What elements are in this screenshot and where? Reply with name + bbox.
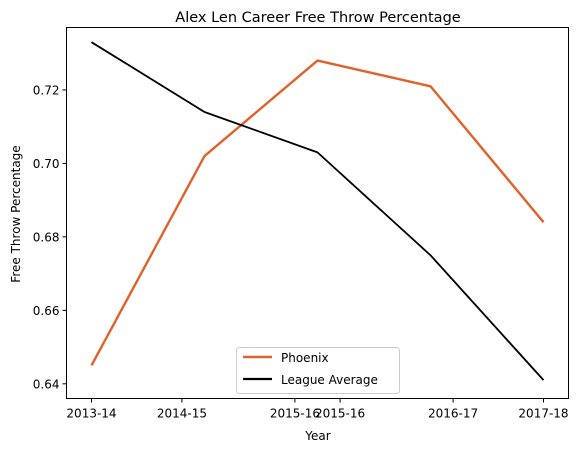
series-lines: [90, 41, 545, 381]
x-tick-label: 2017-18: [518, 407, 568, 421]
x-tick-label: 2015-16: [315, 407, 365, 421]
plot-frame: [66, 27, 569, 399]
y-tick-label: 0.64: [33, 377, 60, 391]
legend: Phoenix League Average: [236, 347, 400, 394]
legend-label-phoenix: Phoenix: [281, 351, 329, 365]
y-axis-label: Free Throw Percentage: [9, 145, 23, 282]
y-tick-label: 0.68: [33, 230, 60, 244]
y-tick-label: 0.66: [33, 304, 60, 318]
x-axis-label: Year: [304, 429, 330, 443]
x-tick-label: 2013-14: [66, 407, 116, 421]
x-tick-label: 2016-17: [428, 407, 478, 421]
x-tick-label: 2015-16: [270, 407, 320, 421]
y-tick-label: 0.70: [33, 157, 60, 171]
y-axis-ticks: 0.64 0.66 0.68 0.70 0.72: [33, 83, 67, 391]
chart-title: Alex Len Career Free Throw Percentage: [175, 10, 460, 26]
y-tick-label: 0.72: [33, 83, 60, 97]
series-line-phoenix: [90, 59, 545, 367]
x-tick-label: 2014-15: [157, 407, 207, 421]
legend-label-league-average: League Average: [281, 373, 378, 387]
legend-frame: [236, 347, 400, 394]
series-line-league-average: [91, 41, 545, 381]
